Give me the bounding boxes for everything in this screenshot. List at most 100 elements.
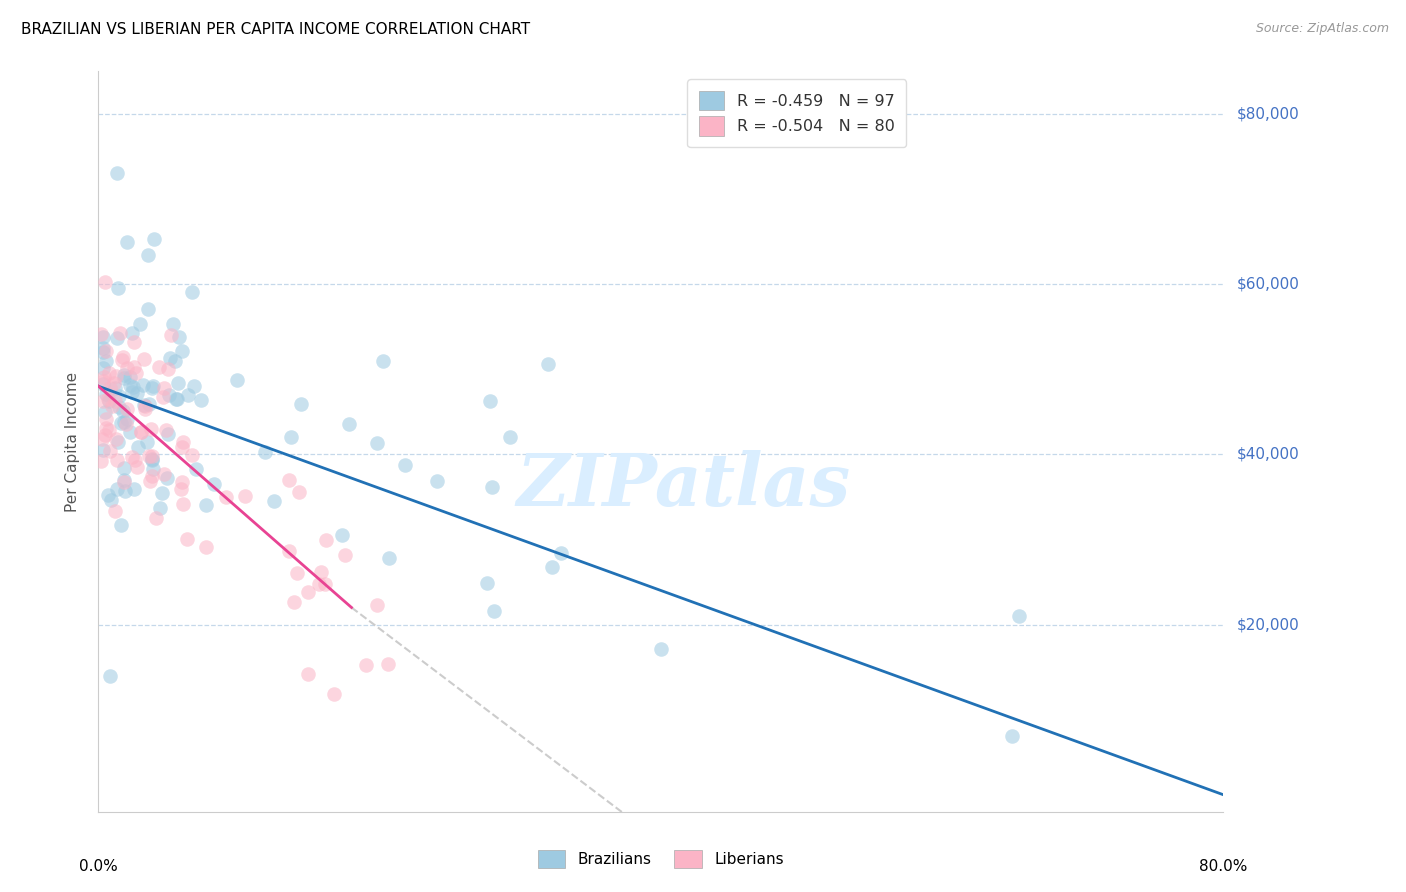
Point [426, 474, 449, 488]
Point [215, 490, 238, 504]
Point [166, 392, 188, 407]
Point [94, 354, 117, 368]
Point [112, 475, 135, 490]
Point [145, 511, 167, 525]
Point [394, 458, 416, 473]
Point [314, 577, 336, 591]
Point [136, 301, 159, 316]
Point [121, 326, 143, 340]
Point [107, 434, 129, 449]
Point [104, 504, 127, 518]
Point [184, 462, 207, 476]
Point [308, 576, 330, 591]
Point [129, 425, 152, 439]
Point [94, 405, 117, 419]
Point [373, 353, 395, 368]
Point [121, 380, 143, 394]
Point [93, 330, 115, 344]
Point [366, 598, 388, 612]
Point [125, 366, 148, 380]
Point [127, 440, 149, 454]
Point [165, 392, 187, 406]
Point [152, 390, 174, 404]
Point [141, 422, 163, 436]
Point [278, 544, 301, 558]
Point [132, 352, 155, 367]
Point [172, 440, 194, 454]
Point [283, 595, 305, 609]
Point [354, 658, 377, 673]
Point [162, 318, 184, 332]
Point [1008, 609, 1031, 624]
Point [233, 489, 256, 503]
Point [125, 459, 148, 474]
Point [288, 484, 311, 499]
Point [149, 501, 172, 516]
Point [103, 376, 125, 391]
Point [121, 450, 143, 464]
Point [177, 388, 200, 402]
Text: 0.0%: 0.0% [79, 858, 118, 873]
Point [377, 657, 399, 671]
Text: $40,000: $40,000 [1237, 447, 1301, 462]
Point [115, 235, 138, 249]
Point [100, 443, 122, 458]
Point [280, 430, 302, 444]
Point [157, 362, 180, 376]
Point [540, 560, 562, 574]
Point [98, 366, 121, 380]
Point [98, 668, 121, 682]
Point [650, 641, 672, 656]
Text: $80,000: $80,000 [1237, 106, 1301, 121]
Point [166, 376, 188, 390]
Point [112, 371, 135, 385]
Text: Source: ZipAtlas.com: Source: ZipAtlas.com [1256, 22, 1389, 36]
Point [90, 327, 112, 342]
Point [290, 397, 312, 411]
Point [366, 435, 388, 450]
Point [141, 381, 163, 395]
Point [297, 585, 319, 599]
Point [134, 400, 156, 414]
Point [153, 467, 176, 482]
Point [333, 548, 356, 562]
Point [105, 483, 128, 497]
Point [135, 435, 157, 450]
Point [93, 427, 115, 442]
Point [263, 494, 285, 508]
Point [108, 326, 131, 340]
Point [104, 394, 127, 409]
Text: BRAZILIAN VS LIBERIAN PER CAPITA INCOME CORRELATION CHART: BRAZILIAN VS LIBERIAN PER CAPITA INCOME … [21, 22, 530, 37]
Point [110, 416, 132, 430]
Point [121, 384, 143, 399]
Point [297, 667, 319, 681]
Point [537, 358, 560, 372]
Point [96, 421, 118, 435]
Point [202, 477, 225, 491]
Point [141, 468, 163, 483]
Point [148, 360, 170, 375]
Point [124, 452, 146, 467]
Point [142, 232, 165, 246]
Point [97, 488, 120, 502]
Point [125, 386, 148, 401]
Point [141, 449, 163, 463]
Point [112, 415, 135, 429]
Point [142, 461, 165, 475]
Point [138, 397, 160, 411]
Point [155, 471, 177, 485]
Point [97, 393, 120, 408]
Point [93, 370, 115, 384]
Text: ZIPatlas: ZIPatlas [516, 450, 851, 522]
Point [129, 425, 152, 439]
Point [225, 373, 247, 387]
Point [118, 425, 141, 439]
Point [115, 411, 138, 425]
Point [111, 353, 134, 368]
Point [156, 426, 179, 441]
Point [110, 518, 132, 533]
Point [139, 474, 162, 488]
Point [98, 381, 121, 395]
Point [115, 402, 138, 417]
Point [141, 452, 163, 467]
